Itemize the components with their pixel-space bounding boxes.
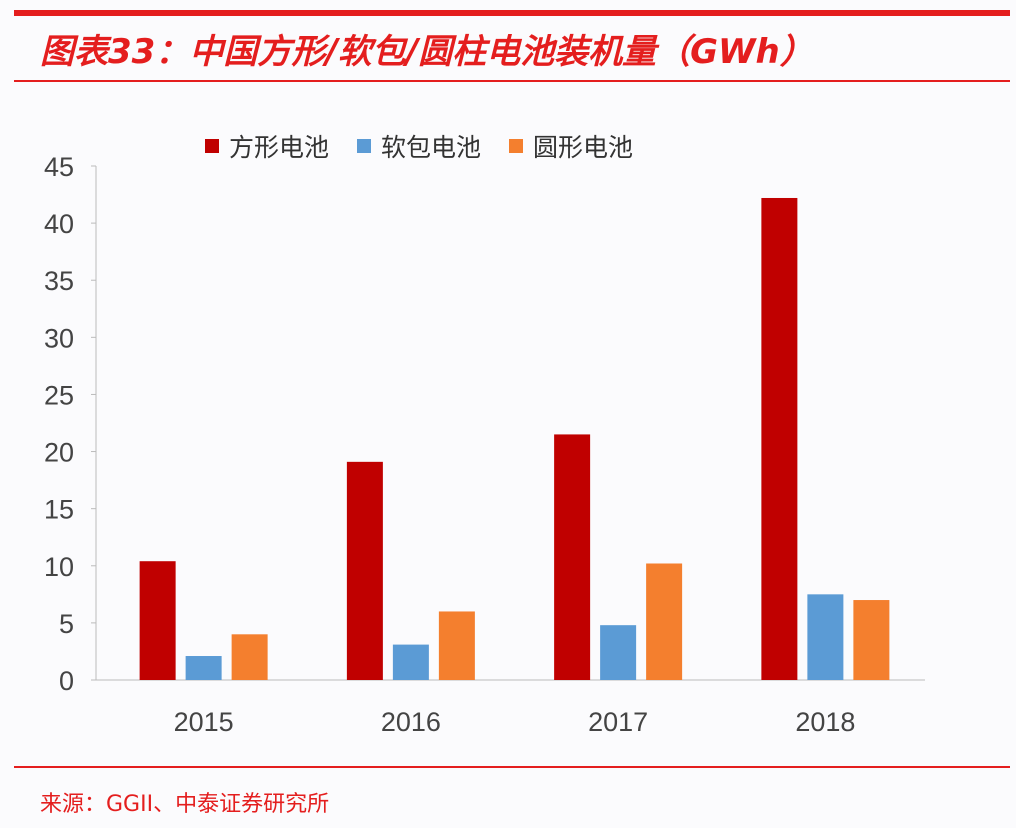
legend-label: 方形电池 xyxy=(229,133,330,162)
legend-label: 圆形电池 xyxy=(533,133,634,162)
top-accent-bar xyxy=(14,10,1010,16)
bar-2016-2 xyxy=(438,611,475,680)
legend-label: 软包电池 xyxy=(381,133,482,162)
y-tick-label: 20 xyxy=(44,438,74,468)
legend-swatch xyxy=(205,139,219,153)
legend-item: 圆形电池 xyxy=(509,128,633,164)
y-tick-label: 25 xyxy=(44,380,74,410)
x-tick-label: 2015 xyxy=(174,707,234,737)
y-tick-label: 35 xyxy=(44,266,74,296)
y-tick-label: 0 xyxy=(59,666,74,696)
y-tick-label: 10 xyxy=(44,552,74,582)
legend-item: 方形电池 xyxy=(205,128,329,164)
source-note: 来源：GGII、中泰证券研究所 xyxy=(40,792,330,817)
y-tick-label: 40 xyxy=(44,209,74,239)
x-tick-label: 2016 xyxy=(381,707,441,737)
footer-divider xyxy=(14,766,1010,768)
legend: 方形电池 软包电池 圆形电池 xyxy=(205,128,633,164)
bar-2017-2 xyxy=(646,563,683,680)
x-tick-label: 2017 xyxy=(588,707,648,737)
bar-2015-0 xyxy=(139,561,176,680)
y-tick-label: 5 xyxy=(59,609,74,639)
y-tick-label: 30 xyxy=(44,323,74,353)
y-tick-label: 45 xyxy=(44,152,74,182)
bar-2016-1 xyxy=(392,644,429,680)
x-tick-label: 2018 xyxy=(795,707,855,737)
bar-2017-0 xyxy=(554,434,591,680)
bar-2018-1 xyxy=(807,594,844,680)
legend-item: 软包电池 xyxy=(357,128,481,164)
bar-2015-2 xyxy=(231,634,268,680)
legend-swatch xyxy=(357,139,372,153)
bar-2016-0 xyxy=(346,461,383,680)
bar-2018-2 xyxy=(853,600,890,680)
bar-2017-1 xyxy=(600,625,637,680)
y-tick-label: 15 xyxy=(44,495,74,525)
bar-2015-1 xyxy=(185,656,222,680)
legend-swatch xyxy=(509,139,524,153)
bar-2018-0 xyxy=(761,197,798,680)
title-divider xyxy=(14,80,1010,82)
chart-title: 图表33：中国方形/软包/圆柱电池装机量（GWh） xyxy=(40,32,814,72)
